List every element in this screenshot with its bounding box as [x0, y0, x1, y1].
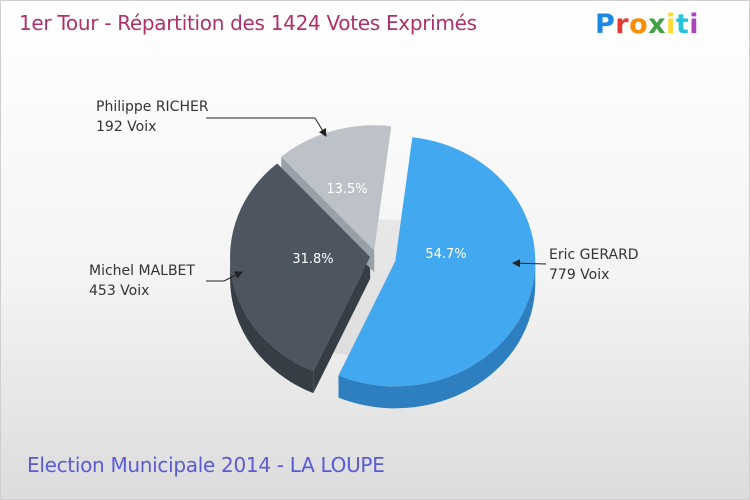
slice-eric-gerard-top: [338, 137, 536, 387]
slice-philippe-richer-top: [281, 125, 392, 251]
slice-eric-gerard-arrow: [512, 259, 547, 268]
pie-label-layer: 54.7% Eric GERARD 779 Voix 31.8% Michel MALB…: [89, 99, 639, 299]
logo-letter: t: [675, 9, 690, 40]
slice-michel-malbet-side: [230, 256, 314, 394]
slice-michel-malbet-percent: 31.8%: [292, 252, 333, 267]
slice-michel-malbet-votes: 453 Voix: [89, 283, 149, 299]
slice-eric-gerard-side: [338, 261, 536, 409]
chart-title: 1er Tour - Répartition des 1424 Votes Ex…: [19, 11, 477, 35]
slice-michel-malbet-arrow: [223, 271, 243, 282]
slice-philippe-richer-arrow: [314, 117, 327, 137]
slice-philippe-richer-votes: 192 Voix: [96, 119, 156, 135]
proxiti-logo[interactable]: Proxiti: [595, 9, 699, 40]
slice-michel-malbet-cut-face: [313, 256, 371, 394]
logo-letter: x: [648, 9, 667, 40]
logo-letter: o: [629, 9, 649, 40]
logo-letter: i: [689, 9, 699, 40]
slice-eric-gerard-name: Eric GERARD: [549, 247, 639, 263]
logo-letter: P: [594, 9, 616, 40]
logo-letter: i: [666, 9, 676, 40]
slice-eric-gerard-votes: 779 Voix: [549, 267, 609, 283]
pie-top-layer: [230, 125, 536, 387]
slice-eric-gerard-percent: 54.7%: [425, 247, 466, 262]
slice-philippe-richer-percent: 13.5%: [326, 182, 367, 197]
logo-letter: r: [615, 9, 630, 40]
slice-philippe-richer-name: Philippe RICHER: [96, 99, 209, 115]
election-footer: Election Municipale 2014 - LA LOUPE: [27, 453, 385, 477]
slice-michel-malbet-name: Michel MALBET: [89, 263, 195, 279]
slice-michel-malbet-top: [230, 163, 371, 372]
